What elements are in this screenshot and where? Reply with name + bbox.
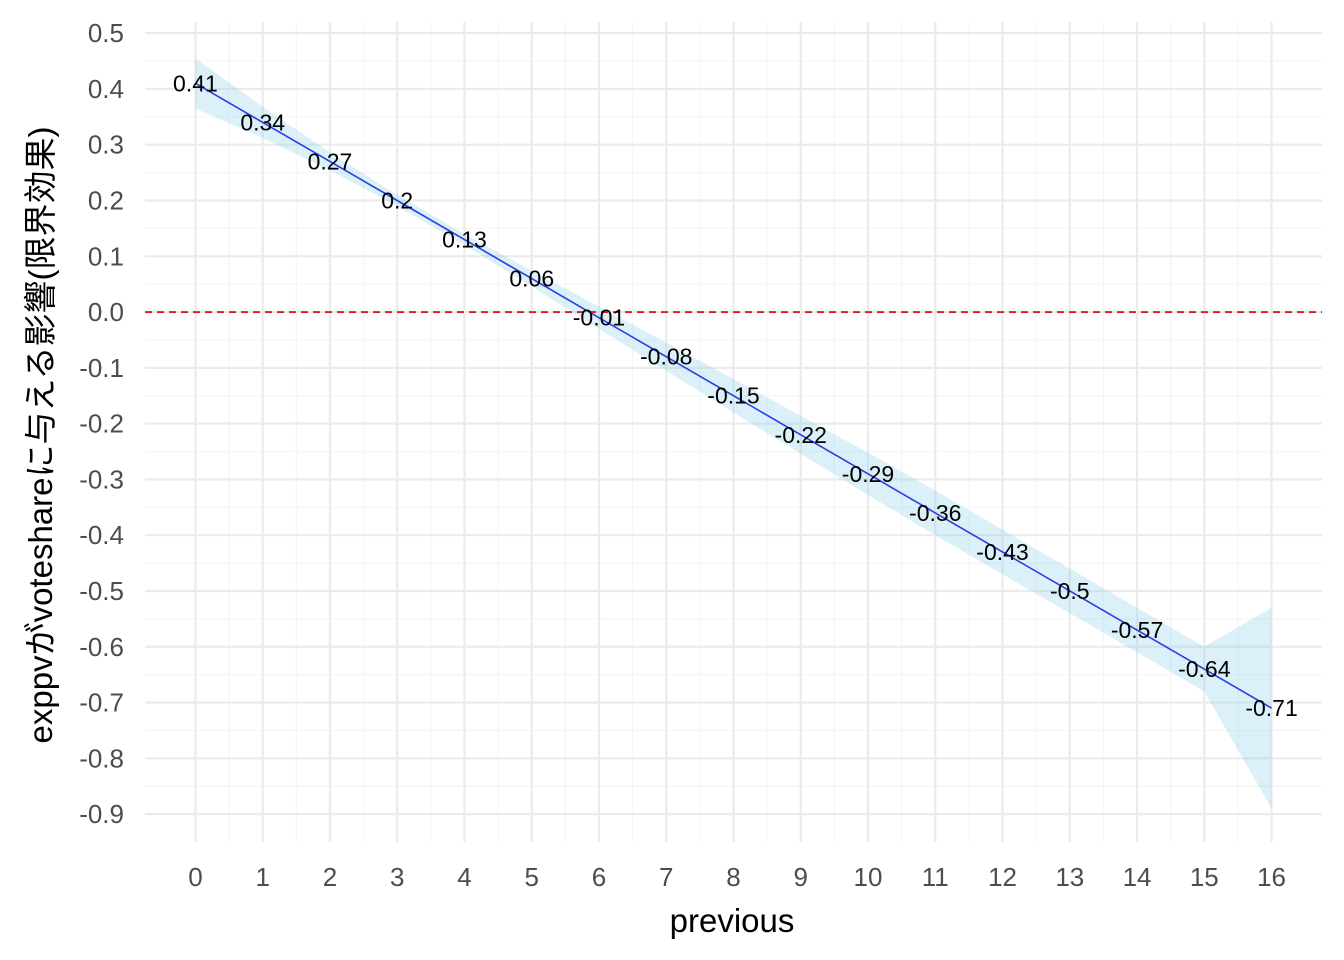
x-tick-label: 12: [988, 862, 1017, 892]
data-label: -0.64: [1178, 656, 1231, 682]
data-label: 0.34: [240, 109, 285, 135]
marginal-effect-line: [195, 82, 1272, 709]
major-gridlines: [145, 22, 1322, 842]
data-label: -0.43: [976, 539, 1028, 565]
x-tick-label: 7: [659, 862, 673, 892]
data-label: -0.08: [640, 344, 692, 370]
x-tick-label: 15: [1190, 862, 1219, 892]
x-tick-label: 0: [188, 862, 202, 892]
x-tick-label: 11: [922, 862, 949, 892]
data-label: -0.15: [707, 383, 759, 409]
data-labels: 0.41 0.34 0.27 0.2 0.13 0.06 -0.01 -0.08 -0.15 -0…: [173, 70, 1298, 721]
y-tick-label: -0.3: [79, 464, 124, 494]
data-label: -0.01: [573, 305, 625, 331]
x-axis-title: previous: [670, 902, 795, 939]
data-label: -0.5: [1050, 578, 1090, 604]
y-tick-label: -0.7: [79, 688, 124, 718]
y-tick-label: 0.3: [88, 130, 124, 160]
y-axis-title: exppvがvoteshareに与える影響(限界効果): [22, 127, 59, 744]
y-tick-label: 0.1: [88, 241, 124, 271]
x-tick-label: 6: [592, 862, 606, 892]
y-tick-label: -0.9: [79, 799, 124, 829]
data-label: -0.57: [1111, 617, 1163, 643]
x-axis-tick-labels: 0 1 2 3 4 5 6 7 8 9 10 11 12 13 14 15 16: [188, 862, 1286, 892]
y-tick-label: -0.2: [79, 409, 124, 439]
data-label: 0.13: [442, 227, 487, 253]
x-tick-label: 4: [457, 862, 471, 892]
y-tick-label: 0.2: [88, 186, 124, 216]
x-tick-label: 13: [1055, 862, 1084, 892]
data-label: -0.36: [909, 500, 961, 526]
data-label: -0.22: [775, 422, 827, 448]
x-tick-label: 3: [390, 862, 404, 892]
y-tick-label: -0.5: [79, 576, 124, 606]
data-label: 0.06: [509, 266, 554, 292]
y-tick-label: -0.1: [79, 353, 124, 383]
x-tick-label: 14: [1123, 862, 1152, 892]
y-tick-label: 0.4: [88, 74, 124, 104]
x-tick-label: 2: [323, 862, 337, 892]
y-tick-label: -0.8: [79, 743, 124, 773]
x-tick-label: 8: [726, 862, 740, 892]
x-tick-label: 5: [524, 862, 538, 892]
y-tick-label: -0.4: [79, 520, 124, 550]
x-tick-label: 16: [1257, 862, 1286, 892]
y-tick-label: -0.6: [79, 632, 124, 662]
data-label: 0.27: [308, 148, 353, 174]
data-label: -0.29: [842, 461, 894, 487]
y-axis-tick-labels: 0.5 0.4 0.3 0.2 0.1 0.0 -0.1 -0.2 -0.3 -0.4 -0.5 -0…: [79, 18, 124, 829]
data-label: 0.41: [173, 70, 218, 96]
data-label: -0.71: [1245, 695, 1297, 721]
x-tick-label: 1: [255, 862, 269, 892]
x-tick-label: 9: [794, 862, 808, 892]
y-tick-label: 0.5: [88, 18, 124, 48]
y-tick-label: 0.0: [88, 297, 124, 327]
data-label: 0.2: [381, 188, 413, 214]
x-tick-label: 10: [854, 862, 883, 892]
